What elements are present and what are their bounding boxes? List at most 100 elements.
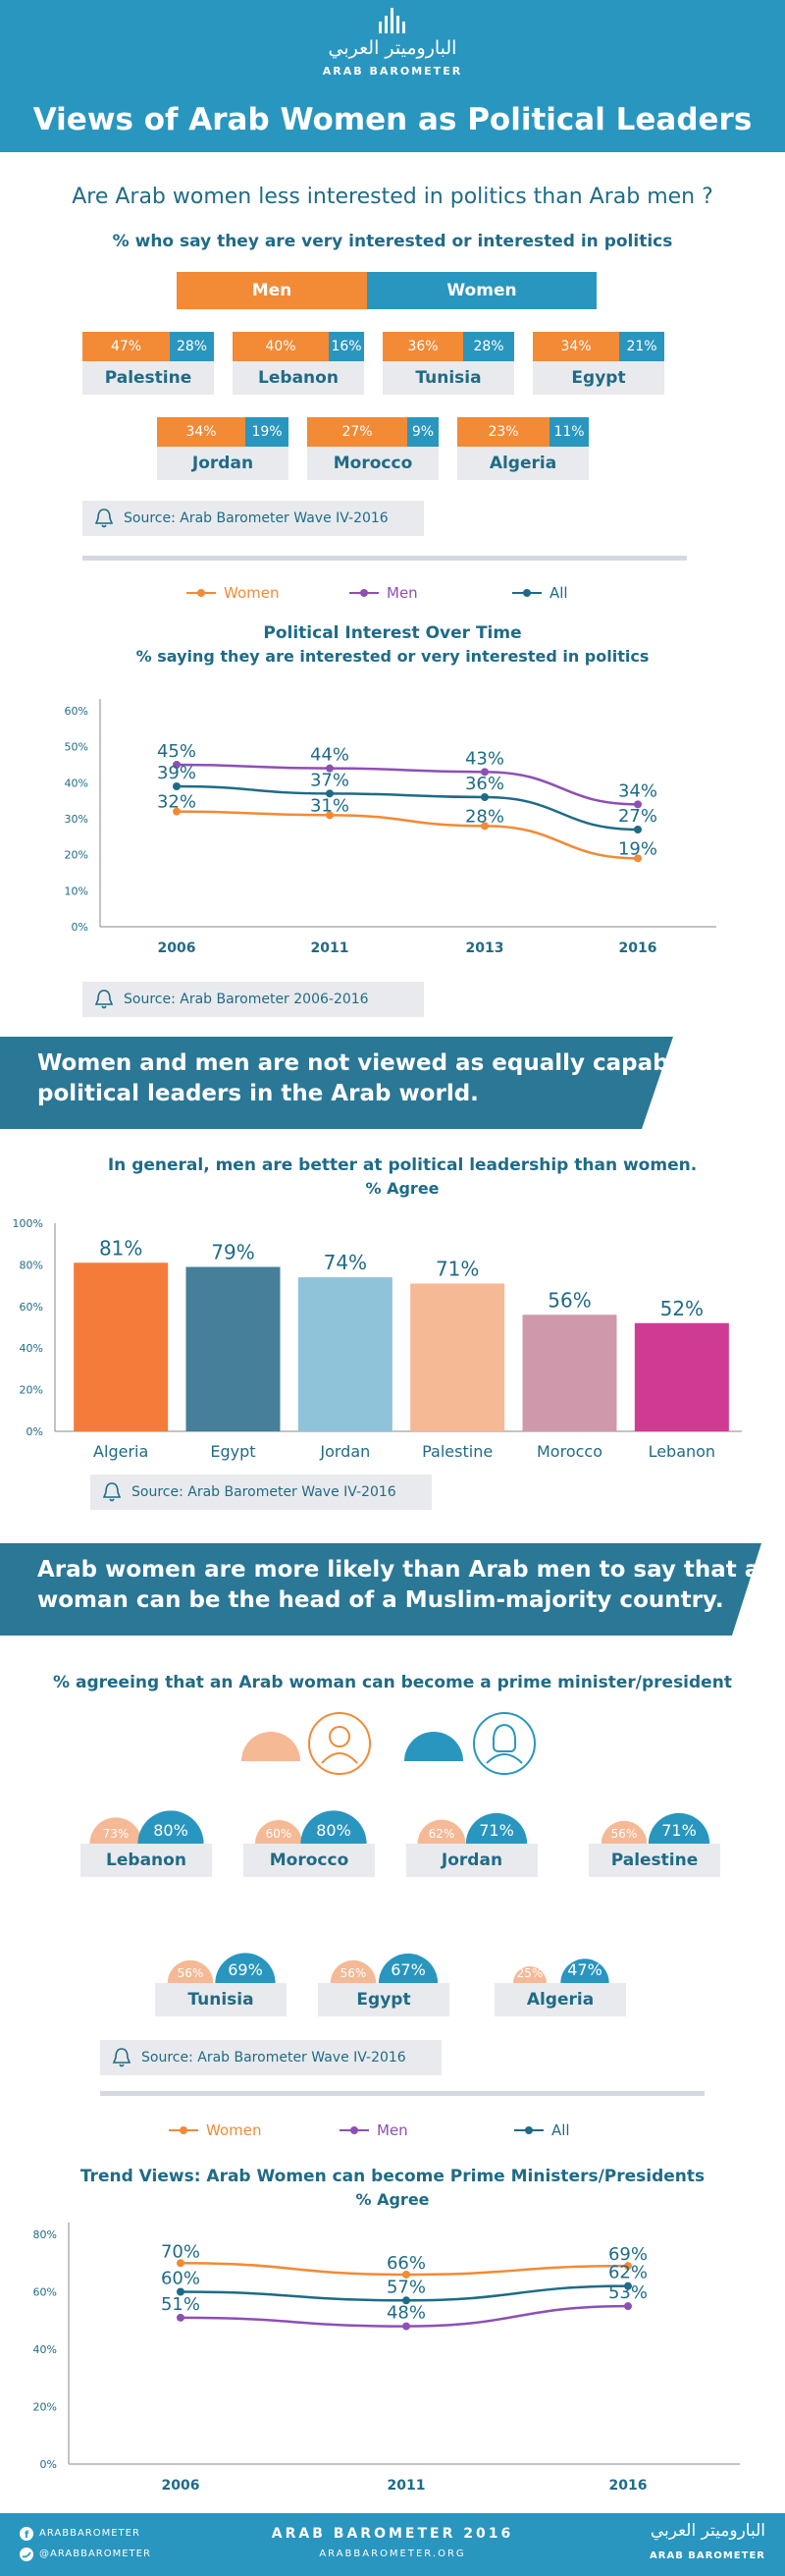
facebook-icon[interactable]: f xyxy=(20,2527,33,2541)
x-tick-label: 2006 xyxy=(162,2478,200,2494)
data-label: 70% xyxy=(161,2241,200,2262)
data-label: 44% xyxy=(310,745,349,766)
men-value: 56% xyxy=(340,1966,367,1980)
y-tick-label: 80% xyxy=(20,1259,43,1271)
bell-icon xyxy=(94,509,114,528)
data-point xyxy=(402,2270,410,2279)
women-value: 9% xyxy=(407,417,439,447)
footer-facebook[interactable]: ARABBAROMETER xyxy=(39,2528,140,2539)
legend-label: Men xyxy=(377,2121,408,2139)
men-half-circle-icon xyxy=(241,1732,300,1761)
women-value: 67% xyxy=(391,1960,426,1979)
data-label: 66% xyxy=(387,2253,426,2274)
country-label: Lebanon xyxy=(80,1844,212,1877)
data-point xyxy=(624,2302,632,2311)
chart-title: Political Interest Over Time xyxy=(263,623,521,643)
data-label: 79% xyxy=(211,1241,254,1264)
women-half-circle xyxy=(215,1953,276,1983)
bar xyxy=(522,1315,617,1431)
y-tick-label: 40% xyxy=(65,777,88,789)
country-label: Morocco xyxy=(243,1844,375,1877)
footer-title: ARAB BAROMETER 2016 xyxy=(271,2526,514,2542)
bar xyxy=(634,1322,729,1431)
legend-marker xyxy=(525,2126,533,2134)
country-card: 56% 67% Egypt xyxy=(318,1938,449,2016)
data-label: 57% xyxy=(387,2277,426,2297)
women-value: 19% xyxy=(245,417,288,447)
country-card: 40% 16% Lebanon xyxy=(233,332,364,397)
data-label: 31% xyxy=(310,795,349,816)
y-tick-label: 30% xyxy=(65,813,88,826)
footer: f ARABBAROMETER @ARABBAROMETER ARAB BARO… xyxy=(0,2513,785,2576)
y-tick-label: 80% xyxy=(33,2228,57,2241)
data-label: 53% xyxy=(608,2282,648,2303)
leadership-bar-chart: In general, men are better at political … xyxy=(13,1155,742,1461)
data-point xyxy=(634,854,642,863)
footer-logo-english: ARAB BAROMETER xyxy=(650,2550,765,2561)
data-point xyxy=(173,782,181,790)
series-line-all xyxy=(176,784,639,832)
data-point xyxy=(326,811,334,820)
y-tick-label: 60% xyxy=(20,1301,43,1314)
men-value: 25% xyxy=(517,1966,544,1980)
y-tick-label: 20% xyxy=(20,1384,43,1397)
country-label: Palestine xyxy=(589,1844,720,1877)
women-half-circle-icon xyxy=(404,1732,463,1761)
y-tick-label: 0% xyxy=(26,1425,43,1438)
y-tick-label: 20% xyxy=(65,849,88,862)
country-label: Lebanon xyxy=(233,361,364,395)
political-interest-chart: Women Men All Political Interest Over Time%… xyxy=(65,584,716,956)
women-half-circle xyxy=(648,1812,710,1844)
data-point xyxy=(402,2322,410,2331)
men-value: 60% xyxy=(266,1827,292,1841)
data-point xyxy=(177,2259,184,2268)
banner-shape xyxy=(0,1037,673,1129)
bar xyxy=(410,1283,505,1431)
footer-logo-arabic: الباروميتر العربي xyxy=(650,2521,765,2541)
country-label: Algeria xyxy=(457,447,589,480)
women-half-circle xyxy=(465,1812,528,1844)
bell-icon xyxy=(102,1482,122,1502)
woman-avatar-icon xyxy=(473,1712,536,1775)
data-point xyxy=(634,800,642,809)
y-tick-label: 20% xyxy=(33,2401,57,2414)
data-point xyxy=(177,2313,184,2322)
country-card: 56% 71% Palestine xyxy=(589,1798,720,1877)
data-label: 36% xyxy=(465,774,504,794)
women-value: 28% xyxy=(463,332,514,361)
banner-1: Women and men are not viewed as equally … xyxy=(37,1050,693,1106)
x-tick-label: Lebanon xyxy=(649,1442,716,1461)
data-label: 69% xyxy=(608,2244,648,2265)
logo-arabic: الباروميتر العربي xyxy=(328,37,457,59)
men-value: 34% xyxy=(533,332,619,361)
men-value: 34% xyxy=(157,417,245,447)
x-tick-label: Egypt xyxy=(210,1442,255,1461)
footer-twitter[interactable]: @ARABBAROMETER xyxy=(39,2549,151,2559)
title-band xyxy=(0,94,785,149)
twitter-icon[interactable] xyxy=(20,2548,33,2561)
men-value: 27% xyxy=(307,417,407,447)
footer-url[interactable]: ARABBAROMETER.ORG xyxy=(319,2549,466,2559)
source-note: Source: Arab Barometer Wave IV-2016 xyxy=(90,1475,432,1510)
legend-label: Women xyxy=(206,2121,261,2139)
country-label: Jordan xyxy=(157,447,288,480)
bar xyxy=(185,1266,281,1431)
x-tick-label: 2016 xyxy=(619,940,657,956)
data-label: 48% xyxy=(387,2303,426,2324)
men-half-circle xyxy=(255,1820,302,1844)
country-card: 56% 69% Tunisia xyxy=(155,1938,287,2016)
data-point xyxy=(177,2287,184,2296)
y-tick-label: 0% xyxy=(72,921,88,934)
man-avatar-icon xyxy=(308,1712,371,1775)
page-title: Views of Arab Women as Political Leaders xyxy=(32,102,753,137)
women-value: 71% xyxy=(661,1821,697,1840)
men-half-circle xyxy=(89,1817,142,1844)
x-tick-label: Palestine xyxy=(422,1442,493,1461)
legend-men: Men xyxy=(177,272,367,309)
series-line-men xyxy=(176,763,639,806)
country-label: Tunisia xyxy=(155,1983,287,2016)
series-line-women xyxy=(176,810,639,860)
data-point xyxy=(173,761,181,769)
banner-2: Arab women are more likely than Arab men… xyxy=(37,1557,760,1613)
men-value: 56% xyxy=(611,1827,638,1841)
